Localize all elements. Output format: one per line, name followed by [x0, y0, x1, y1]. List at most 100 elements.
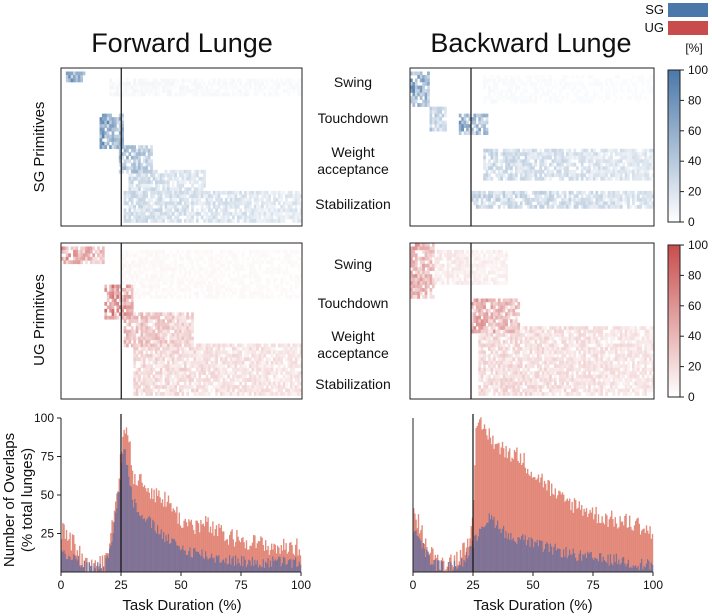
heatmap-cell	[251, 263, 255, 268]
heatmap-cell	[169, 392, 173, 396]
heatmap-cell	[241, 291, 245, 296]
heatmap-cell	[488, 85, 491, 90]
heatmap-cell	[556, 99, 560, 104]
heatmap-cell	[195, 350, 199, 355]
heatmap-cell	[188, 347, 192, 351]
heatmap-cell	[287, 347, 291, 351]
heatmap-cell	[251, 385, 255, 389]
heatmap-cell	[128, 249, 132, 254]
heatmap-cell	[270, 263, 274, 268]
heatmap-cell	[519, 99, 523, 104]
heatmap-cell	[198, 353, 202, 358]
heatmap-cell	[597, 201, 601, 206]
heatmap-cell	[224, 357, 228, 362]
heatmap-cell	[607, 85, 611, 90]
heatmap-cell	[429, 124, 433, 128]
heatmap-cell	[294, 347, 298, 351]
heatmap-cell	[593, 162, 596, 167]
heatmap-cell	[524, 152, 528, 157]
heatmap-cell	[422, 260, 425, 265]
heatmap-cell	[285, 78, 288, 83]
heatmap-cell	[424, 75, 428, 79]
heatmap-cell	[248, 253, 252, 258]
heatmap-cell	[109, 145, 112, 150]
heatmap-cell	[121, 256, 124, 261]
heatmap-cell	[558, 82, 562, 86]
heatmap-cell	[575, 201, 579, 206]
heatmap-cell	[429, 274, 433, 278]
heatmap-cell	[186, 357, 190, 362]
heatmap-cell	[299, 291, 303, 296]
heatmap-cell	[600, 173, 604, 178]
heatmap-cell	[495, 155, 499, 160]
heatmap-cell	[431, 243, 435, 247]
heatmap-cell	[138, 340, 141, 344]
heatmap-cell	[532, 169, 535, 174]
heatmap-cell	[451, 281, 455, 285]
heatmap-cell	[159, 319, 163, 324]
heatmap-cell	[458, 256, 462, 261]
heatmap-cell	[222, 190, 226, 195]
heatmap-cell	[478, 281, 482, 285]
heatmap-cell	[191, 378, 194, 382]
heatmap-cell	[215, 277, 218, 282]
heatmap-cell	[220, 388, 223, 393]
heatmap-cell	[133, 194, 137, 199]
heatmap-cell	[183, 274, 187, 278]
heatmap-cell	[130, 308, 134, 313]
heatmap-cell	[116, 301, 120, 306]
heatmap-cell	[128, 291, 132, 296]
heatmap-cell	[224, 78, 228, 83]
heatmap-cell	[294, 201, 298, 206]
heatmap-cell	[644, 176, 647, 181]
heatmap-cell	[109, 138, 112, 143]
heatmap-cell	[154, 89, 158, 93]
heatmap-cell	[99, 131, 103, 136]
heatmap-cell	[519, 176, 523, 181]
heatmap-cell	[546, 190, 550, 195]
heatmap-cell	[497, 169, 501, 174]
heatmap-cell	[224, 201, 228, 206]
heatmap-cell	[183, 364, 187, 369]
heatmap-cell	[164, 371, 168, 376]
heatmap-cell	[473, 253, 477, 258]
heatmap-cell	[492, 267, 496, 272]
heatmap-cell	[130, 162, 134, 167]
heatmap-cell	[289, 347, 293, 351]
heatmap-cell	[203, 357, 206, 362]
heatmap-cell	[641, 194, 645, 199]
heatmap-ug-forward	[60, 242, 303, 400]
heatmap-cell	[541, 204, 545, 209]
heatmap-cell	[162, 173, 165, 178]
heatmap-cell	[152, 201, 156, 206]
heatmap-cell	[244, 215, 247, 220]
heatmap-cell	[444, 106, 447, 111]
heatmap-cell	[510, 204, 513, 209]
heatmap-cell	[287, 201, 291, 206]
heatmap-cell	[142, 374, 146, 379]
heatmap-cell	[514, 204, 518, 209]
heatmap-cell	[600, 166, 604, 171]
heatmap-cell	[636, 173, 640, 178]
heatmap-cell	[97, 253, 100, 258]
heatmap-cell	[532, 85, 535, 90]
heatmap-cell	[150, 208, 153, 213]
heatmap-cell	[106, 291, 110, 296]
heatmap-cell	[215, 267, 218, 272]
heatmap-cell	[522, 176, 525, 181]
heatmap-cell	[212, 281, 216, 285]
heatmap-cell	[261, 291, 264, 296]
heatmap-cell	[287, 353, 291, 358]
heatmap-cell	[590, 96, 594, 100]
heatmap-cell	[234, 204, 238, 209]
heatmap-cell	[468, 113, 472, 118]
heatmap-cell	[519, 78, 523, 83]
heatmap-cell	[536, 326, 540, 330]
heatmap-cell	[142, 249, 146, 254]
heatmap-cell	[248, 277, 252, 282]
heatmap-cell	[549, 89, 552, 93]
heatmap-cell	[220, 343, 223, 348]
heatmap-cell	[174, 371, 177, 376]
heatmap-cell	[500, 89, 504, 93]
heatmap-cell	[431, 263, 435, 268]
